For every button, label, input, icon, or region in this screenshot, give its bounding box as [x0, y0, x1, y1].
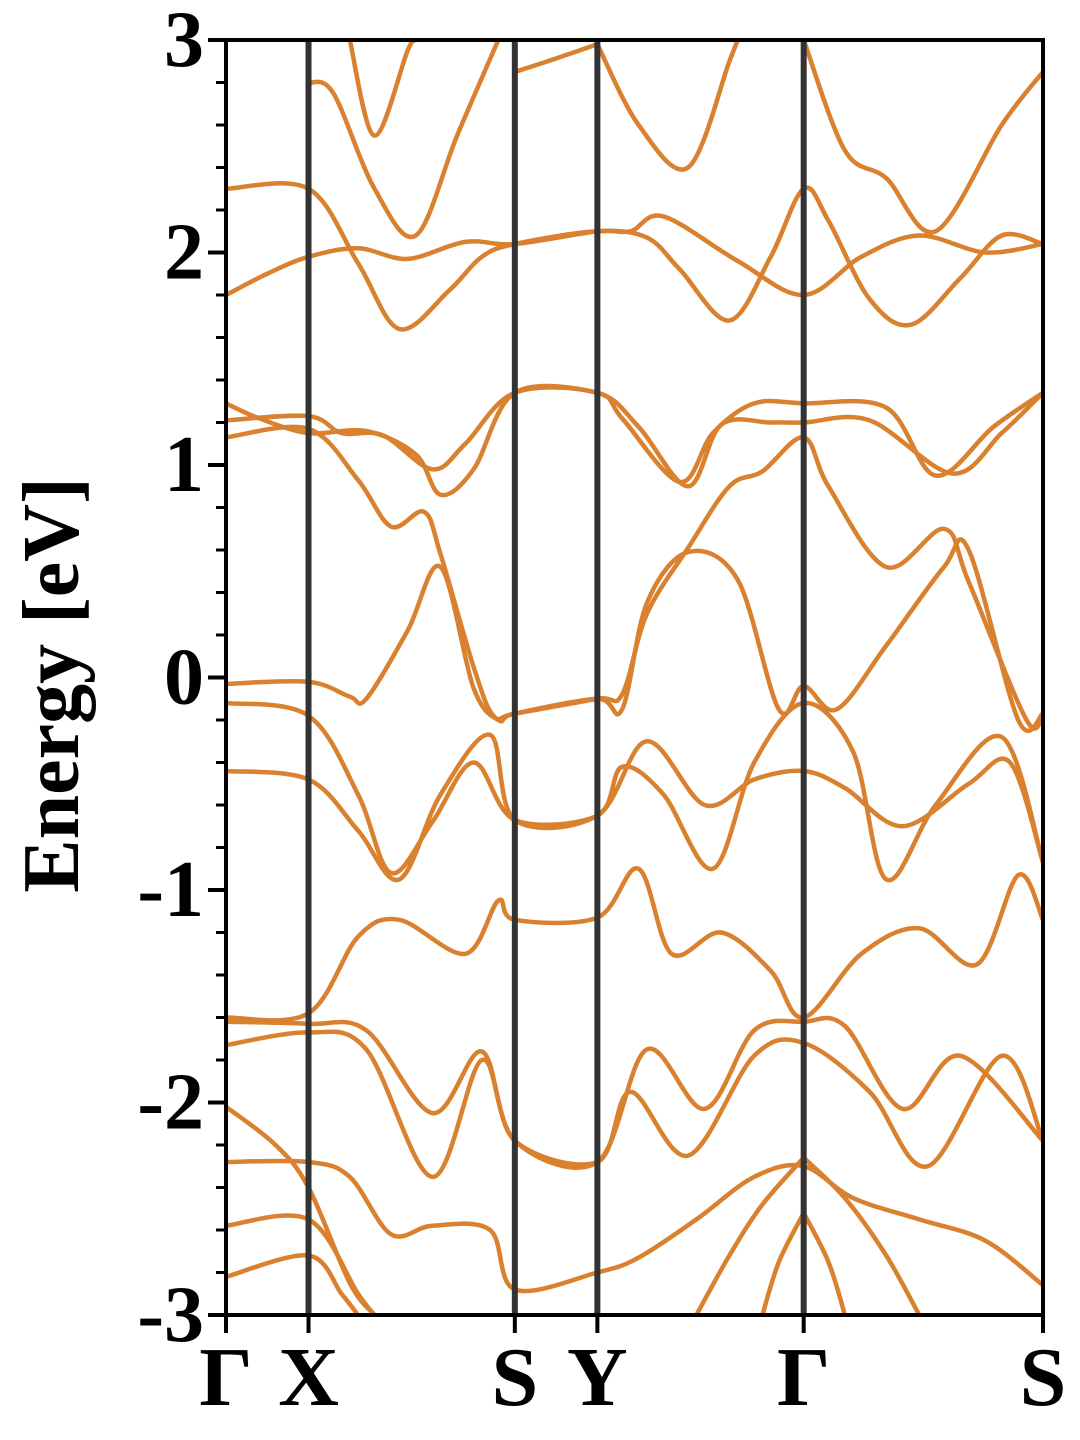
- bands-group: [226, 40, 1043, 1315]
- band-line-2: [226, 181, 1043, 332]
- band-line-23: [595, 40, 740, 172]
- x-tick-label-Y: Y: [567, 1331, 628, 1424]
- band-line-7: [226, 700, 1043, 883]
- band-line-24: [801, 40, 1043, 235]
- band-line-22: [512, 42, 600, 75]
- y-tick-label: -2: [137, 1059, 204, 1147]
- band-line-20: [306, 40, 501, 240]
- band-line-14: [226, 1213, 377, 1315]
- band-line-3: [226, 383, 1043, 498]
- y-axis-ticks: 3 2 1 0 -1 -2 -3: [137, 0, 226, 1359]
- band-line-15: [226, 1253, 361, 1315]
- x-tick-label-S: S: [491, 1331, 538, 1424]
- band-line-19: [801, 1210, 848, 1315]
- band-line-11: [226, 1029, 1043, 1180]
- band-line-6: [226, 537, 1043, 733]
- kpoint-divider-lines: [305, 40, 807, 1315]
- y-tick-label: 1: [164, 421, 204, 509]
- band-line-8: [226, 732, 1043, 883]
- y-tick-label: -1: [137, 846, 204, 934]
- y-tick-label: 3: [164, 0, 204, 84]
- band-line-21: [347, 40, 419, 138]
- y-tick-label: 0: [164, 634, 204, 722]
- x-tick-label-S: S: [1020, 1331, 1067, 1424]
- band-line-4: [226, 385, 1043, 489]
- band-line-10: [226, 1015, 1043, 1170]
- band-line-18: [760, 1210, 806, 1315]
- x-tick-label-Γ: Γ: [777, 1331, 830, 1424]
- y-axis-label: Energy [eV]: [8, 477, 96, 892]
- y-tick-label: 2: [164, 209, 204, 297]
- band-line-9: [226, 866, 1043, 1023]
- x-tick-label-Γ: Γ: [199, 1331, 252, 1424]
- band-line-17: [801, 1155, 922, 1315]
- band-line-5: [226, 424, 1043, 731]
- x-tick-label-X: X: [278, 1331, 339, 1424]
- y-tick-label: -3: [137, 1271, 204, 1359]
- band-line-16: [694, 1155, 806, 1315]
- band-line-12: [226, 1158, 1043, 1294]
